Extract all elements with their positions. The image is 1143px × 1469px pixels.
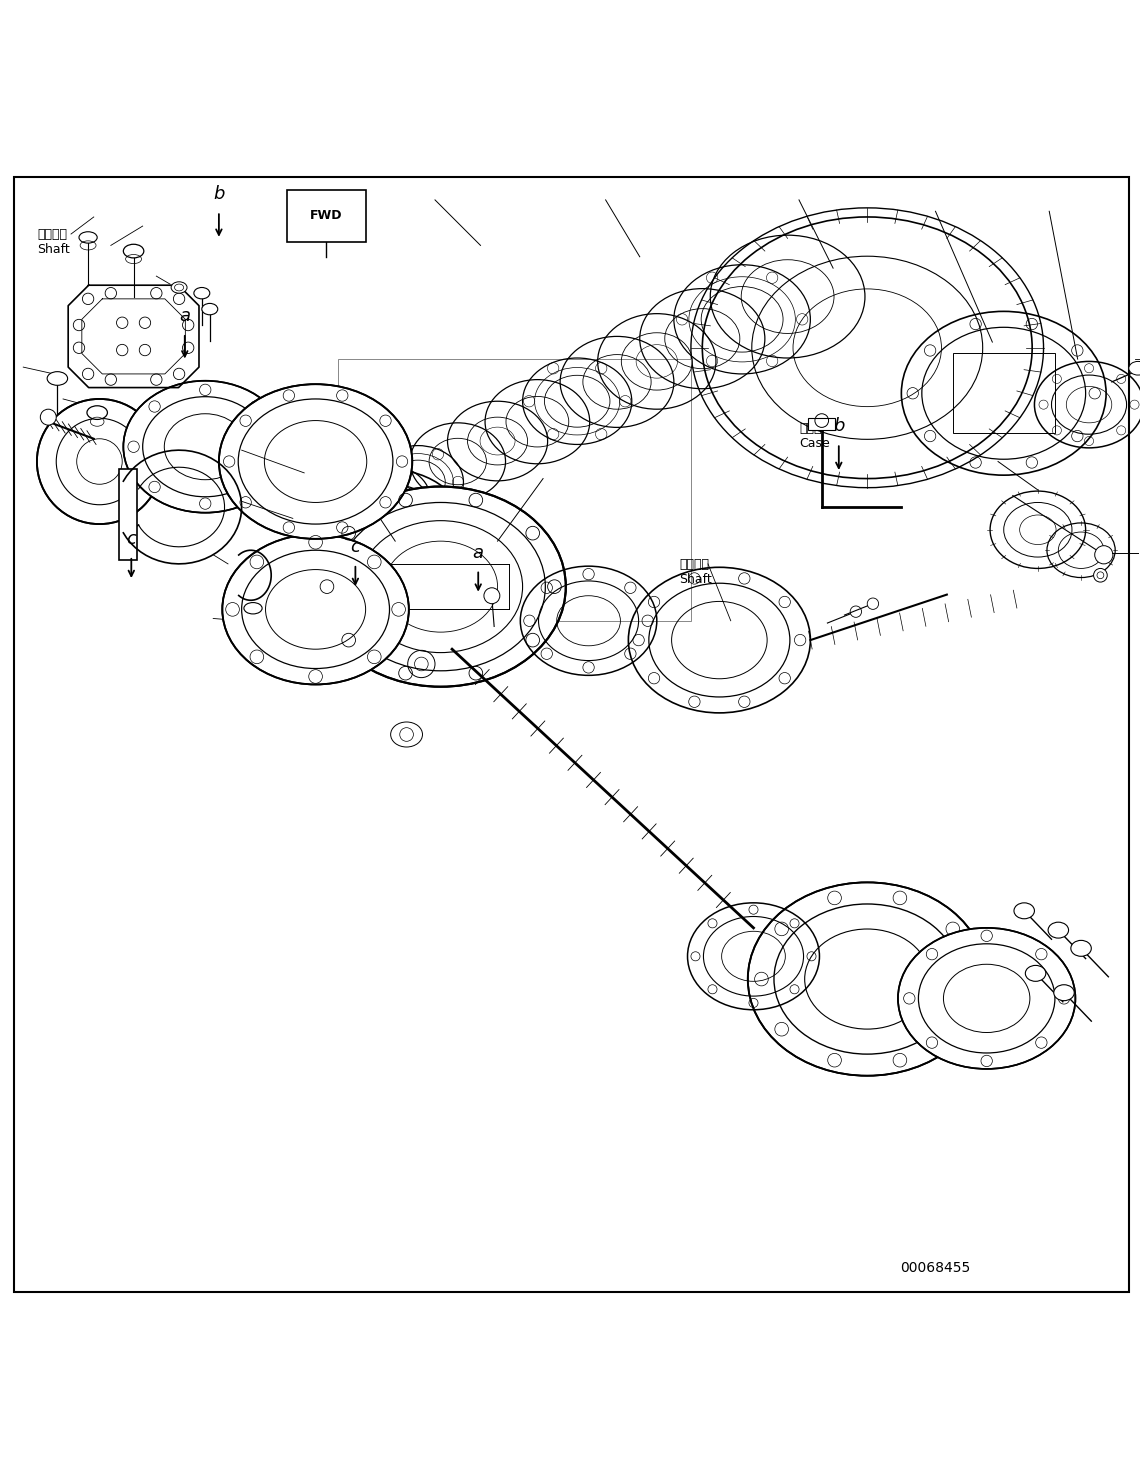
Text: 00068455: 00068455 [901,1260,970,1275]
Ellipse shape [123,380,287,513]
Ellipse shape [748,883,986,1075]
Ellipse shape [171,282,187,294]
FancyBboxPatch shape [287,190,366,242]
Text: ケース
Case: ケース Case [799,422,830,450]
Polygon shape [123,450,241,564]
Bar [119,470,137,561]
Circle shape [1094,569,1108,582]
Bar [338,358,690,621]
Circle shape [40,410,56,425]
Circle shape [483,588,499,604]
Ellipse shape [243,602,262,614]
Circle shape [37,400,162,524]
Circle shape [1095,545,1113,564]
Ellipse shape [47,372,67,385]
Ellipse shape [1025,965,1046,981]
Text: b: b [214,185,224,203]
Circle shape [868,598,879,610]
Ellipse shape [79,232,97,244]
Polygon shape [69,285,199,388]
Text: FWD: FWD [310,209,342,222]
Ellipse shape [315,486,566,686]
Ellipse shape [898,928,1076,1069]
Text: シャフト
Shaft: シャフト Shaft [680,558,712,586]
Ellipse shape [219,385,413,539]
Circle shape [850,607,862,617]
Ellipse shape [1129,361,1143,375]
Ellipse shape [1048,923,1069,939]
Bar [808,419,836,429]
Text: シャフト
Shaft: シャフト Shaft [37,228,70,256]
Ellipse shape [1054,984,1074,1000]
Ellipse shape [1014,903,1034,918]
Bar [952,354,1055,433]
Ellipse shape [87,405,107,420]
Text: a: a [473,544,483,561]
Text: b: b [833,417,845,435]
Ellipse shape [222,535,409,685]
Text: c: c [351,538,360,555]
Text: c: c [127,530,136,548]
Ellipse shape [194,288,210,298]
Ellipse shape [1071,940,1092,956]
Ellipse shape [202,304,218,314]
Ellipse shape [123,244,144,259]
Text: a: a [179,307,190,325]
